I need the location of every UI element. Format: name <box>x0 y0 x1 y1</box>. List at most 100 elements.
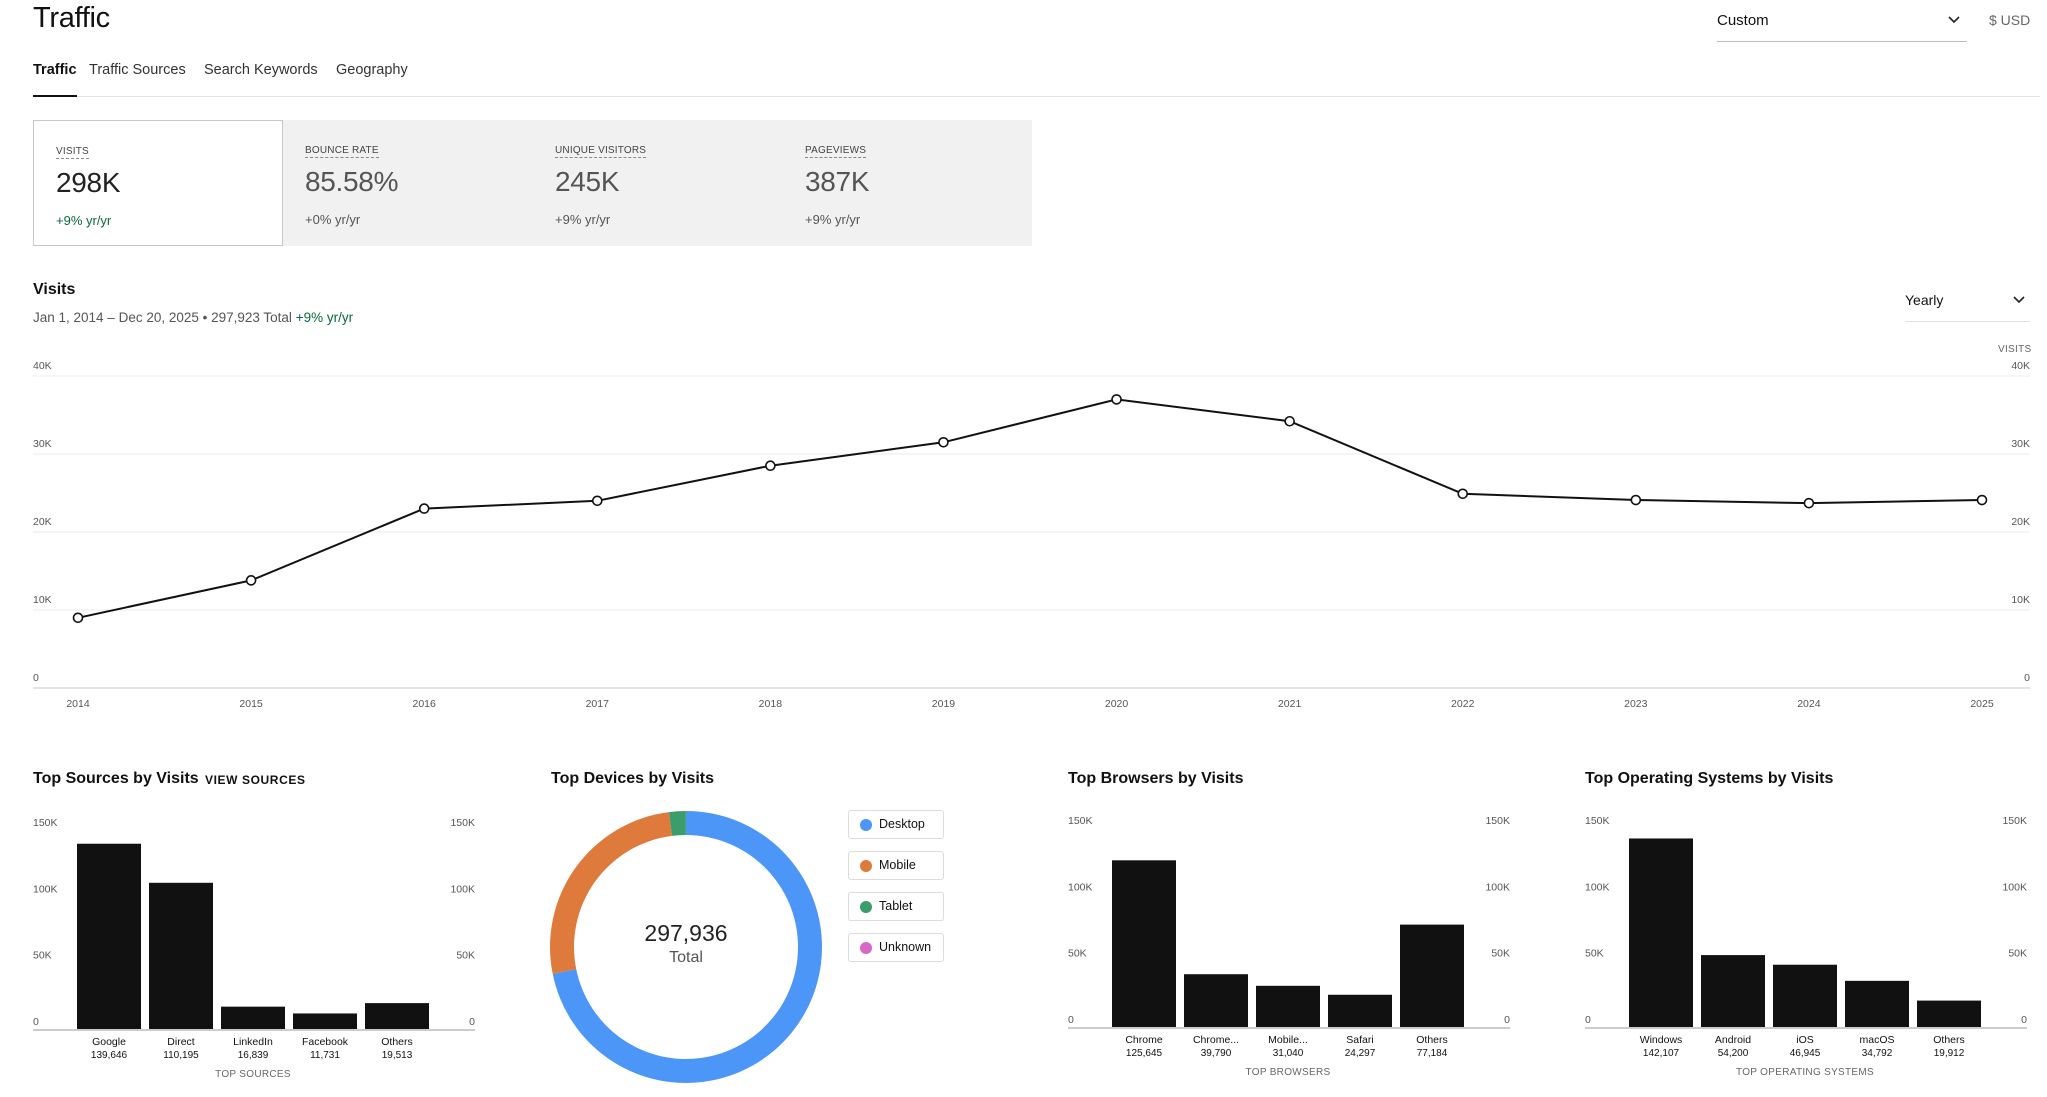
data-point[interactable] <box>245 575 257 586</box>
y-tick-label-left: 50K <box>1585 948 1604 960</box>
bar[interactable] <box>1701 955 1765 1027</box>
visits-line-chart: 0 0 10K 10K 20K 20K 30K 30K 40K 40K 2014 2015 2016 20… <box>33 360 2030 710</box>
visits-subtitle: Jan 1, 2014 – Dec 20, 2025 • 297,923 Tot… <box>33 310 353 325</box>
period-dropdown[interactable]: Custom <box>1717 2 1967 42</box>
value-label: 19,513 <box>382 1050 413 1061</box>
kpi-card-unique-visitors[interactable]: UNIQUE VISITORS 245K +9% yr/yr <box>533 120 783 246</box>
bar[interactable] <box>221 1006 285 1029</box>
legend-swatch <box>860 860 872 872</box>
data-point[interactable] <box>72 612 84 624</box>
x-tick-label: 2024 <box>1797 698 1821 710</box>
y-tick-label-right: 30K <box>2011 438 2030 450</box>
bar[interactable] <box>1845 980 1909 1027</box>
x-tick-label: 2014 <box>66 698 90 710</box>
value-label: 139,646 <box>91 1050 128 1061</box>
y-tick-label-left: 100K <box>1585 881 1610 893</box>
bar[interactable] <box>77 843 141 1029</box>
visits-title: Visits <box>33 281 76 298</box>
y-tick-label-left: 100K <box>1068 881 1093 893</box>
y-tick-label-left: 0 <box>33 672 39 684</box>
kpi-card-bounce-rate[interactable]: BOUNCE RATE 85.58% +0% yr/yr <box>283 120 533 246</box>
legend-swatch <box>860 942 872 954</box>
legend-mobile[interactable]: Mobile <box>848 851 944 880</box>
x-tick-label: 2020 <box>1105 698 1129 710</box>
os-bar-chart: 0 0 50K 50K 100K 100K 150K 150K Windows 142,107 An… <box>1585 815 2027 1078</box>
granularity-value: Yearly <box>1905 292 1944 308</box>
kpi-label: PAGEVIEWS <box>805 145 867 158</box>
legend-desktop[interactable]: Desktop <box>848 810 944 839</box>
value-label: 19,912 <box>1934 1048 1965 1059</box>
bar[interactable] <box>1184 974 1248 1027</box>
browsers-bar-chart: 0 0 50K 50K 100K 100K 150K 150K Chrome 125,645 Chr… <box>1068 815 1510 1078</box>
legend-tablet[interactable]: Tablet <box>848 892 944 921</box>
y-tick-label-left: 50K <box>1068 948 1087 960</box>
bar[interactable] <box>1400 924 1464 1027</box>
page-title: Traffic <box>33 2 110 34</box>
legend-swatch <box>860 819 872 831</box>
x-tick-label: 2018 <box>759 698 783 710</box>
y-tick-label-left: 100K <box>33 883 58 895</box>
data-point[interactable] <box>1976 494 1988 506</box>
kpi-label: UNIQUE VISITORS <box>555 145 647 158</box>
x-tick-label: 2015 <box>239 698 263 710</box>
bar[interactable] <box>293 1013 357 1029</box>
data-point[interactable] <box>938 437 949 448</box>
y-tick-label-right: 10K <box>2011 594 2030 606</box>
data-point[interactable] <box>1630 494 1642 506</box>
data-point[interactable] <box>1284 415 1295 427</box>
tab-search-keywords[interactable]: Search Keywords <box>204 62 318 78</box>
bar[interactable] <box>1773 964 1837 1027</box>
bar[interactable] <box>1112 860 1176 1027</box>
x-axis-caption: TOP OPERATING SYSTEMS <box>1736 1067 1874 1078</box>
bar[interactable] <box>1256 985 1320 1027</box>
bar[interactable] <box>1328 994 1392 1027</box>
category-label: Others <box>381 1036 413 1048</box>
tab-traffic-sources[interactable]: Traffic Sources <box>89 62 186 78</box>
bar[interactable] <box>1629 838 1693 1027</box>
y-tick-label-left: 50K <box>33 950 52 962</box>
category-label: Chrome... <box>1193 1034 1239 1046</box>
legend-label: Mobile <box>879 858 916 872</box>
bar[interactable] <box>1917 1000 1981 1027</box>
x-tick-label: 2023 <box>1624 698 1648 710</box>
value-label: 31,040 <box>1273 1048 1304 1059</box>
x-tick-label: 2025 <box>1970 698 1994 710</box>
y-tick-label-right: 0 <box>2021 1014 2027 1026</box>
category-label: Mobile... <box>1268 1034 1308 1046</box>
y-tick-label-right: 50K <box>456 950 475 962</box>
legend-label: Desktop <box>879 817 925 831</box>
y-tick-label-right: 20K <box>2011 516 2030 528</box>
legend-unknown[interactable]: Unknown <box>848 933 944 962</box>
granularity-dropdown[interactable]: Yearly <box>1905 282 2030 322</box>
data-point[interactable] <box>765 460 776 471</box>
bar[interactable] <box>365 1003 429 1029</box>
data-point[interactable] <box>1803 497 1815 509</box>
x-tick-label: 2017 <box>586 698 610 710</box>
view-sources-link[interactable]: VIEW SOURCES <box>205 773 306 787</box>
kpi-card-pageviews[interactable]: PAGEVIEWS 387K +9% yr/yr <box>783 120 1033 246</box>
category-label: Safari <box>1346 1034 1373 1046</box>
tab-geography[interactable]: Geography <box>336 62 408 78</box>
sources-title: Top Sources by Visits <box>33 770 199 787</box>
kpi-change: +9% yr/yr <box>555 212 611 227</box>
data-point[interactable] <box>1111 394 1122 405</box>
os-title: Top Operating Systems by Visits <box>1585 770 1834 787</box>
y-tick-label-right: 150K <box>1485 815 1510 827</box>
data-point[interactable] <box>591 495 603 507</box>
data-point[interactable] <box>418 503 430 514</box>
y-tick-label-left: 40K <box>33 360 52 372</box>
y-tick-label-left: 0 <box>1068 1014 1074 1026</box>
y-tick-label-right: 100K <box>1485 881 1510 893</box>
donut-slice-mobile[interactable] <box>550 812 673 974</box>
tab-bar: Traffic Traffic Sources Search Keywords … <box>33 60 2040 97</box>
x-tick-label: 2016 <box>413 698 437 710</box>
kpi-value: 298K <box>56 167 121 198</box>
bar[interactable] <box>149 882 213 1029</box>
y-tick-label-left: 30K <box>33 438 52 450</box>
category-label: LinkedIn <box>233 1036 273 1048</box>
tab-traffic[interactable]: Traffic <box>33 62 77 97</box>
devices-donut-chart <box>550 811 822 1083</box>
donut-slice-tablet[interactable] <box>669 811 686 836</box>
data-point[interactable] <box>1457 488 1469 500</box>
kpi-card-visits[interactable]: VISITS 298K +9% yr/yr <box>33 120 283 246</box>
